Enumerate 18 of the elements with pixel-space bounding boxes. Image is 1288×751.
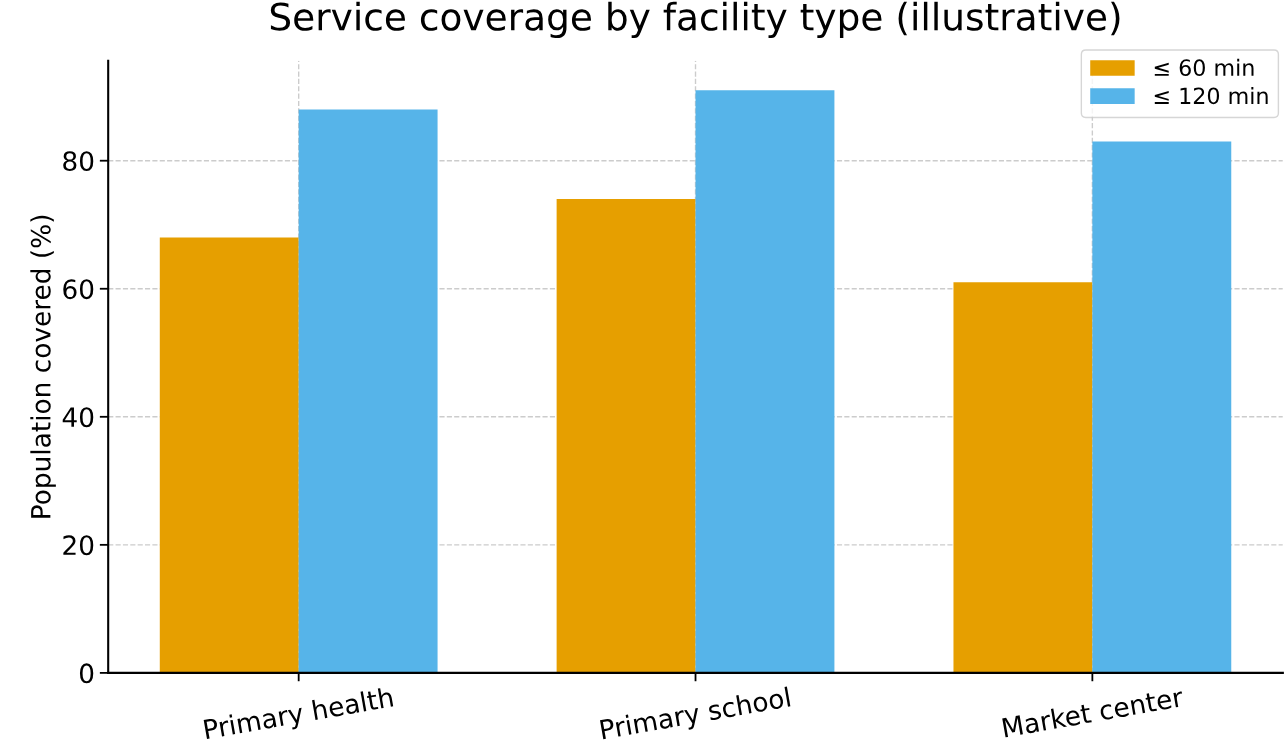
bar (695, 90, 835, 673)
y-tick-label: 80 (63, 151, 94, 172)
bar (953, 282, 1093, 673)
bar (298, 109, 438, 673)
legend-label: ≤ 60 min (1154, 58, 1254, 77)
y-tick-label: 0 (79, 663, 94, 684)
bar (1092, 141, 1232, 673)
y-tick-label: 40 (62, 407, 94, 428)
y-tick-label: 60 (63, 279, 94, 300)
x-tick-label: Primary school (599, 686, 792, 745)
x-tick-label: Primary health (203, 686, 395, 745)
chart-title: Service coverage by facility type (illustrative) (270, 1, 1120, 39)
bar (159, 237, 299, 673)
y-axis-title: Population covered (%) (30, 215, 56, 518)
y-tick-label: 20 (63, 535, 94, 556)
legend-label: ≤ 120 min (1154, 87, 1268, 105)
bar (556, 199, 696, 673)
x-tick-label: Market center (1002, 686, 1185, 738)
